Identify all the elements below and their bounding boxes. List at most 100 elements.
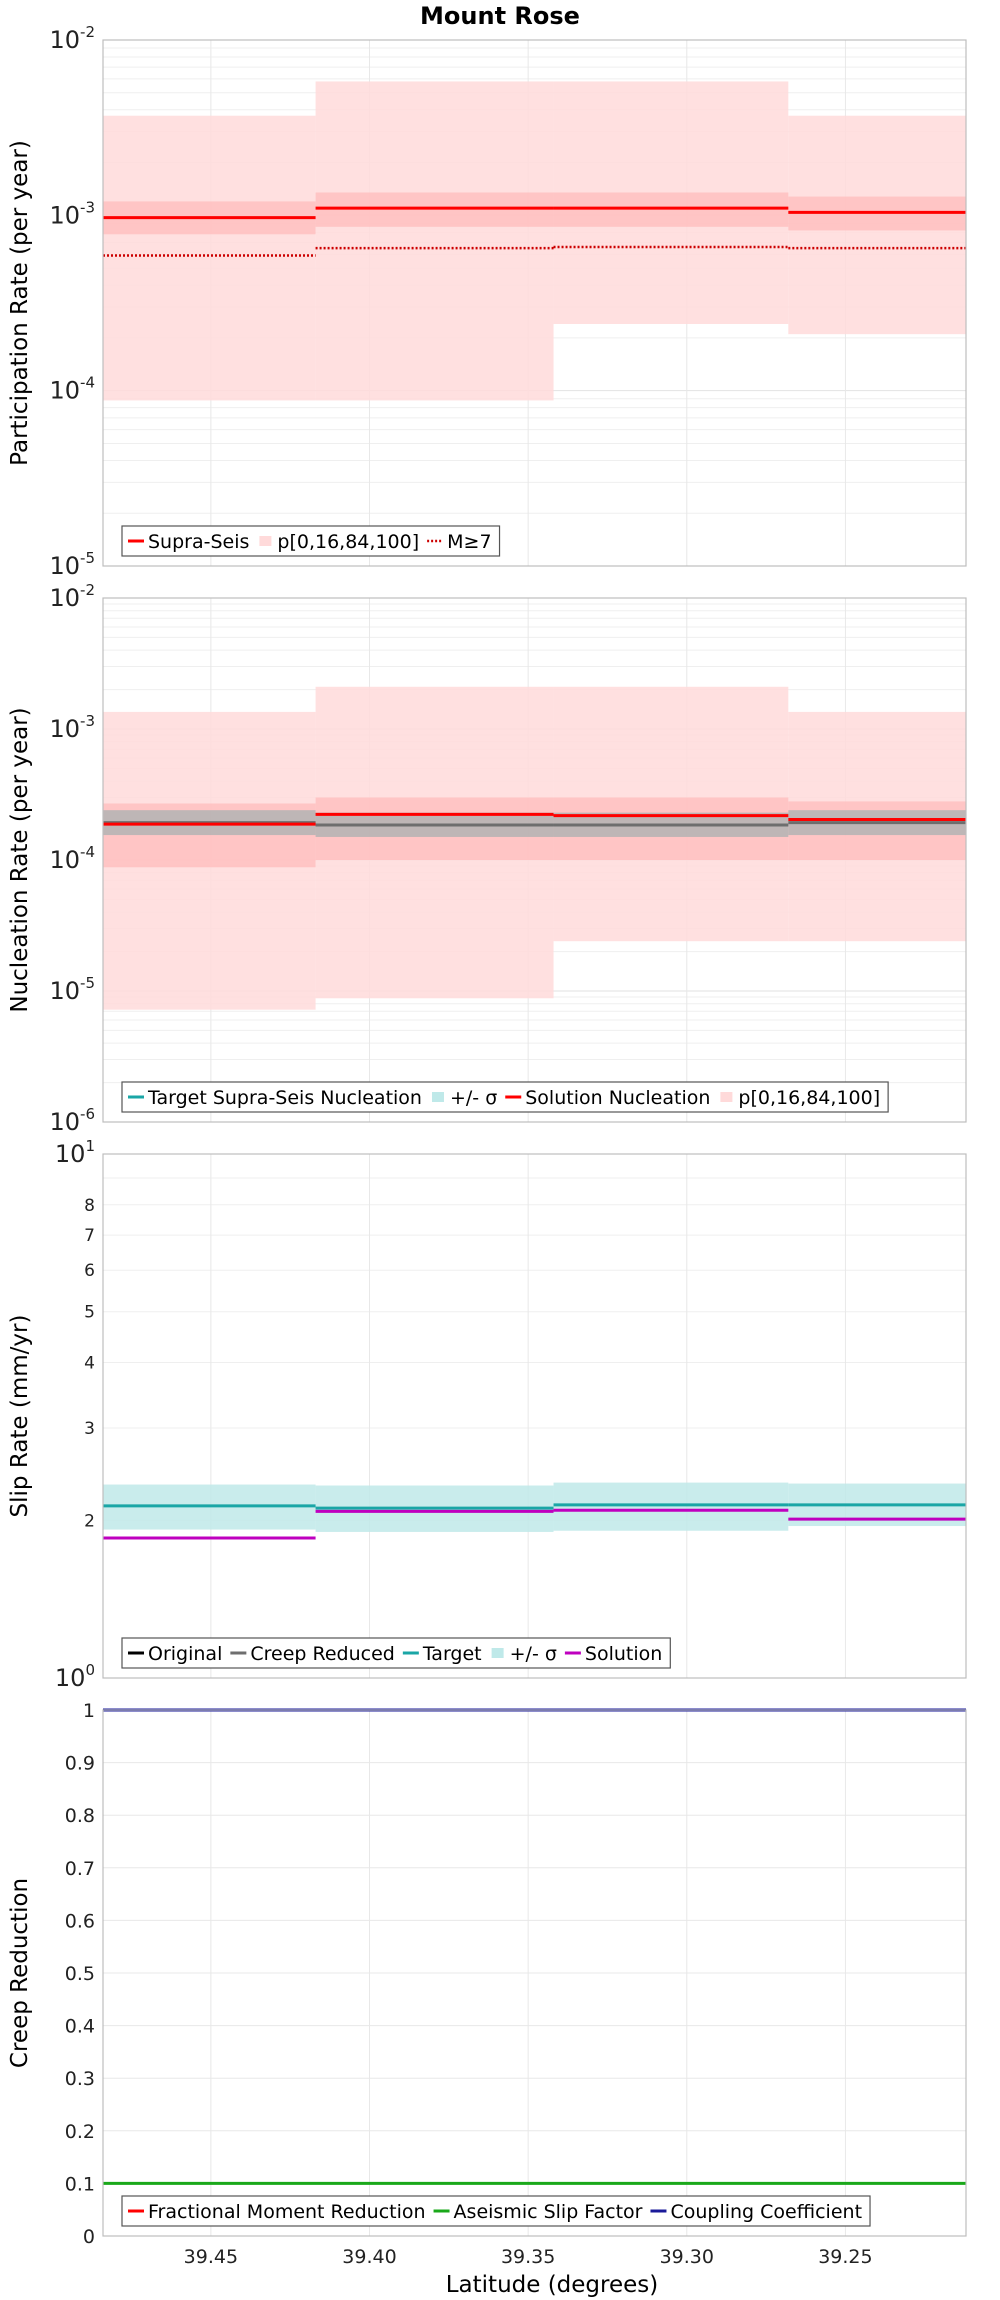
legend-swatch (431, 1092, 444, 1102)
y-tick-label: 10-5 (49, 549, 95, 580)
x-tick-label: 39.40 (342, 2246, 396, 2268)
y-tick-base: 10 (49, 201, 80, 229)
y-tick-label: 0.4 (65, 2016, 95, 2038)
y-tick-label: 1 (83, 1700, 95, 1722)
band-segment (315, 81, 554, 401)
y-axis-title: Creep Reduction (7, 1878, 33, 2068)
y-tick-label: 0.2 (65, 2121, 95, 2143)
series-slip-1 (103, 1508, 966, 1540)
series-participation-0 (103, 206, 966, 220)
y-minor-tick-label: 3 (84, 1419, 95, 1439)
y-tick-base: 10 (49, 846, 80, 874)
y-tick-exponent: -2 (80, 23, 95, 41)
legend-label: +/- σ (510, 1643, 557, 1665)
x-axis-title: Latitude (degrees) (446, 2272, 659, 2298)
y-tick-exponent: -3 (80, 712, 95, 730)
legend-label: +/- σ (450, 1087, 497, 1109)
panel-creep: 0 0.1 0.2 0.3 0.4 0.5 0.6 0.7 0.8 0.9 1 Creep Reduc… (7, 1700, 967, 2248)
y-tick-base: 10 (49, 552, 80, 580)
legend-participation: Supra-Seis p[0,16,84,100] M≥7 (121, 525, 501, 557)
legend-label: Target (422, 1643, 482, 1665)
plot-frame (102, 597, 967, 1123)
y-minor-tick-label: 8 (84, 1196, 95, 1216)
x-tick-label: 39.30 (660, 2246, 714, 2268)
legend-label: Creep Reduced (250, 1643, 394, 1665)
legend-label: Target Supra-Seis Nucleation (147, 1087, 422, 1109)
band-segment (553, 1482, 789, 1531)
y-tick-label: 10-3 (49, 712, 95, 743)
legend-swatch (720, 1092, 733, 1102)
y-tick-exponent: -5 (80, 974, 95, 992)
y-tick-exponent: 1 (85, 1137, 95, 1155)
chart-title: Mount Rose (420, 2, 580, 30)
y-tick-label: 10-5 (49, 974, 95, 1005)
y-tick-label: 10-4 (49, 374, 95, 405)
y-axis-title: Participation Rate (per year) (7, 140, 33, 466)
y-tick-base: 10 (49, 584, 80, 612)
y-tick-exponent: -4 (80, 374, 95, 392)
y-tick-label: 10-2 (49, 581, 95, 612)
legend-nucleation: Target Supra-Seis Nucleation +/- σ Solutio… (121, 1081, 889, 1113)
legend-label: Aseismic Slip Factor (454, 2201, 643, 2223)
y-tick-base: 10 (49, 377, 80, 405)
y-tick-label: 10-6 (49, 1105, 95, 1136)
band-segment (103, 115, 316, 401)
y-minor-tick-label: 7 (84, 1226, 95, 1246)
y-minor-tick-label: 6 (84, 1261, 95, 1281)
y-tick-label: 0.8 (65, 1805, 95, 1827)
y-ticks-participation: 10-510-410-310-2 (49, 23, 95, 580)
y-tick-label: 101 (55, 1137, 95, 1168)
y-tick-base: 10 (55, 1664, 86, 1692)
legend-label: p[0,16,84,100] (277, 531, 419, 553)
y-axis-title: Nucleation Rate (per year) (7, 707, 33, 1012)
y-tick-base: 10 (49, 1108, 80, 1136)
legend-label: M≥7 (447, 531, 491, 553)
legend-creep: Fractional Moment Reduction Aseismic Slip… (121, 2195, 871, 2227)
band-segment (553, 192, 789, 227)
x-tick-label: 39.45 (184, 2246, 238, 2268)
y-tick-label: 0.7 (65, 1858, 95, 1880)
y-tick-base: 10 (49, 715, 80, 743)
legend-swatch (259, 536, 272, 546)
y-ticks-nucleation: 10-610-510-410-310-2 (49, 581, 95, 1136)
legend-slip: Original Creep Reduced Target +/- σ Solution (121, 1637, 671, 1669)
y-tick-label: 0 (83, 2226, 95, 2248)
y-axis-title: Slip Rate (mm/yr) (7, 1315, 33, 1518)
legend-swatch (491, 1648, 504, 1658)
series-nucleation-1 (103, 812, 966, 826)
y-tick-base: 10 (49, 26, 80, 54)
y-tick-label: 10-3 (49, 198, 95, 229)
legend-label: Solution Nucleation (525, 1087, 710, 1109)
series-participation-1 (103, 245, 966, 257)
legend-label: Solution (585, 1643, 662, 1665)
y-tick-label: 0.1 (65, 2173, 95, 2195)
y-tick-exponent: -3 (80, 198, 95, 216)
y-tick-exponent: 0 (85, 1661, 95, 1679)
y-minor-tick-label: 2 (84, 1511, 95, 1531)
x-ticks: 39.45 39.40 39.35 39.30 39.25 (184, 2246, 873, 2268)
legend-label: Fractional Moment Reduction (148, 2201, 426, 2223)
y-tick-label: 0.5 (65, 1963, 95, 1985)
y-ticks-creep: 0 0.1 0.2 0.3 0.4 0.5 0.6 0.7 0.8 0.9 1 (65, 1700, 95, 2248)
y-tick-label: 0.6 (65, 1910, 95, 1932)
y-tick-base: 10 (49, 977, 80, 1005)
y-tick-exponent: -4 (80, 843, 95, 861)
band-segment (315, 192, 554, 227)
y-tick-label: 10-4 (49, 843, 95, 874)
y-tick-exponent: -5 (80, 549, 95, 567)
plot-frame (102, 1709, 967, 2237)
y-tick-exponent: -6 (80, 1105, 95, 1123)
y-minor-tick-label: 5 (84, 1303, 95, 1323)
y-minor-tick-label: 4 (84, 1354, 95, 1374)
y-tick-exponent: -2 (80, 581, 95, 599)
x-tick-label: 39.35 (501, 2246, 555, 2268)
y-tick-label: 100 (55, 1661, 95, 1692)
plot-frame (102, 39, 967, 567)
legend-label: p[0,16,84,100] (738, 1087, 880, 1109)
